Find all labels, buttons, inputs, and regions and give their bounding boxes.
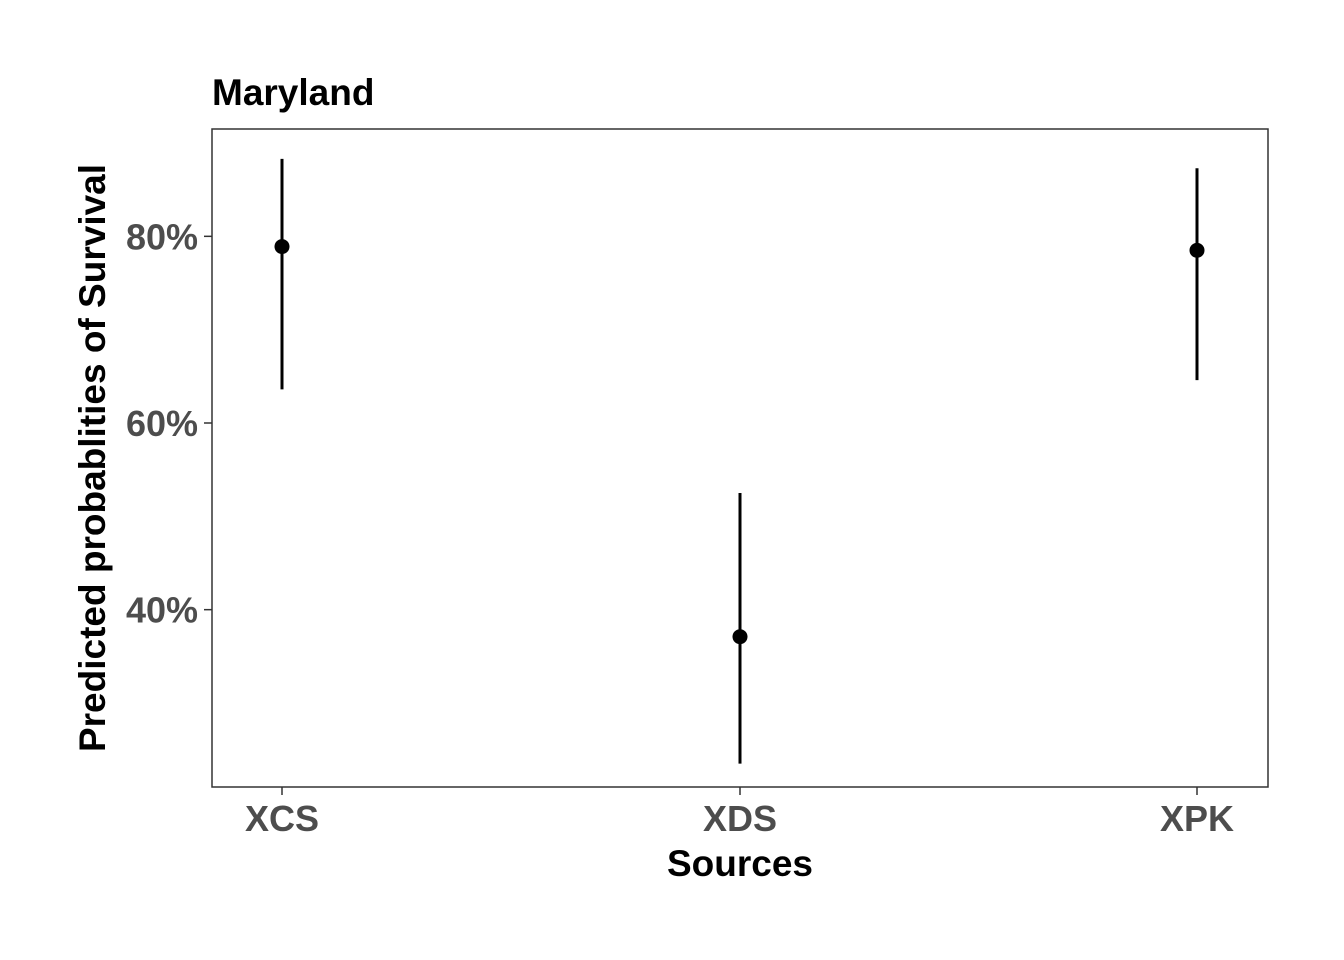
x-tick-label: XDS [703,798,777,839]
data-point [274,239,290,255]
y-axis: 40% 60% 80% [126,216,212,631]
y-axis-title: Predicted probablities of Survival [72,164,113,752]
plot-marks [274,158,1205,764]
x-tick-label: XPK [1160,798,1234,839]
x-axis: XCS XDS XPK [245,787,1234,839]
y-tick-label: 80% [126,216,198,257]
x-axis-title: Sources [667,843,813,884]
x-tick-label: XCS [245,798,319,839]
chart-title: Maryland [212,72,374,113]
y-tick-label: 60% [126,403,198,444]
data-point [1189,242,1205,258]
y-tick-label: 40% [126,590,198,631]
data-point [732,629,748,645]
